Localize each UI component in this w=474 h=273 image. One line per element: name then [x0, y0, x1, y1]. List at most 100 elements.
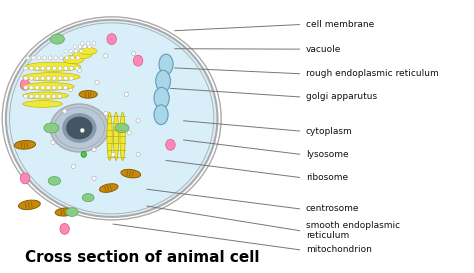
Ellipse shape: [154, 105, 168, 124]
Ellipse shape: [6, 20, 218, 217]
Ellipse shape: [20, 79, 30, 90]
Ellipse shape: [23, 82, 74, 90]
Ellipse shape: [41, 66, 45, 70]
Ellipse shape: [48, 56, 52, 60]
Ellipse shape: [43, 56, 46, 60]
Ellipse shape: [64, 86, 67, 90]
Ellipse shape: [24, 94, 27, 98]
Ellipse shape: [82, 194, 94, 202]
Ellipse shape: [52, 76, 56, 80]
Ellipse shape: [60, 224, 69, 234]
Ellipse shape: [48, 176, 61, 185]
Ellipse shape: [18, 200, 40, 210]
Ellipse shape: [65, 56, 69, 60]
Ellipse shape: [58, 66, 62, 70]
Ellipse shape: [57, 75, 61, 80]
Ellipse shape: [41, 94, 45, 98]
Ellipse shape: [104, 111, 108, 116]
Ellipse shape: [124, 92, 128, 97]
Text: ribosome: ribosome: [306, 173, 348, 182]
Text: cytoplasm: cytoplasm: [306, 127, 353, 135]
Ellipse shape: [55, 208, 74, 216]
Ellipse shape: [80, 128, 84, 133]
Ellipse shape: [80, 49, 83, 53]
Ellipse shape: [73, 51, 92, 59]
Ellipse shape: [83, 45, 86, 49]
Ellipse shape: [29, 66, 33, 70]
Ellipse shape: [63, 109, 67, 113]
Ellipse shape: [51, 140, 55, 145]
Ellipse shape: [133, 55, 143, 66]
Ellipse shape: [136, 118, 140, 123]
Ellipse shape: [64, 66, 68, 70]
Ellipse shape: [111, 152, 115, 157]
Ellipse shape: [107, 112, 112, 161]
Ellipse shape: [68, 87, 73, 92]
Ellipse shape: [120, 112, 125, 161]
Ellipse shape: [29, 94, 33, 98]
Text: mitochondrion: mitochondrion: [306, 245, 372, 254]
Text: golgi apparutus: golgi apparutus: [306, 93, 377, 101]
Text: smooth endoplasmic
reticulum: smooth endoplasmic reticulum: [306, 221, 400, 241]
Ellipse shape: [159, 54, 173, 75]
Ellipse shape: [46, 66, 50, 70]
Ellipse shape: [75, 66, 79, 70]
Ellipse shape: [132, 51, 136, 56]
Ellipse shape: [23, 92, 68, 99]
Ellipse shape: [26, 56, 30, 60]
Ellipse shape: [64, 49, 67, 53]
Ellipse shape: [20, 173, 30, 184]
Ellipse shape: [31, 56, 35, 60]
Ellipse shape: [113, 112, 118, 161]
Ellipse shape: [24, 76, 27, 80]
Ellipse shape: [81, 152, 86, 157]
Ellipse shape: [49, 102, 54, 106]
Ellipse shape: [66, 117, 92, 140]
Ellipse shape: [58, 94, 62, 98]
Ellipse shape: [74, 49, 78, 53]
Ellipse shape: [44, 123, 59, 133]
Ellipse shape: [92, 176, 96, 181]
Ellipse shape: [41, 86, 45, 90]
Ellipse shape: [69, 49, 73, 53]
Ellipse shape: [136, 152, 140, 157]
Ellipse shape: [100, 184, 118, 192]
Ellipse shape: [29, 86, 33, 90]
Ellipse shape: [166, 140, 175, 150]
Ellipse shape: [64, 76, 67, 80]
Ellipse shape: [37, 56, 41, 60]
Ellipse shape: [73, 45, 77, 49]
Ellipse shape: [71, 56, 74, 60]
Ellipse shape: [35, 94, 39, 98]
Ellipse shape: [79, 91, 97, 98]
Ellipse shape: [81, 41, 84, 45]
Text: cell membrane: cell membrane: [306, 20, 374, 29]
Text: centrosome: centrosome: [306, 204, 359, 213]
Ellipse shape: [88, 45, 91, 49]
Ellipse shape: [46, 76, 50, 80]
Text: rough endoplasmic reticulum: rough endoplasmic reticulum: [306, 69, 438, 78]
Ellipse shape: [86, 41, 90, 45]
Ellipse shape: [25, 62, 81, 71]
Ellipse shape: [78, 45, 82, 49]
Ellipse shape: [23, 73, 80, 81]
Ellipse shape: [54, 56, 58, 60]
Ellipse shape: [72, 164, 75, 169]
Ellipse shape: [58, 76, 62, 80]
Ellipse shape: [52, 94, 56, 98]
Ellipse shape: [24, 66, 27, 70]
Ellipse shape: [59, 56, 63, 60]
Ellipse shape: [41, 76, 45, 80]
Ellipse shape: [104, 54, 108, 58]
Ellipse shape: [95, 80, 99, 85]
Ellipse shape: [70, 120, 89, 136]
Ellipse shape: [156, 70, 171, 92]
Ellipse shape: [24, 86, 27, 90]
Ellipse shape: [14, 140, 36, 149]
Ellipse shape: [107, 34, 117, 44]
Ellipse shape: [92, 41, 96, 45]
Ellipse shape: [92, 147, 96, 152]
Ellipse shape: [35, 76, 39, 80]
Ellipse shape: [58, 86, 62, 90]
Ellipse shape: [76, 56, 80, 60]
